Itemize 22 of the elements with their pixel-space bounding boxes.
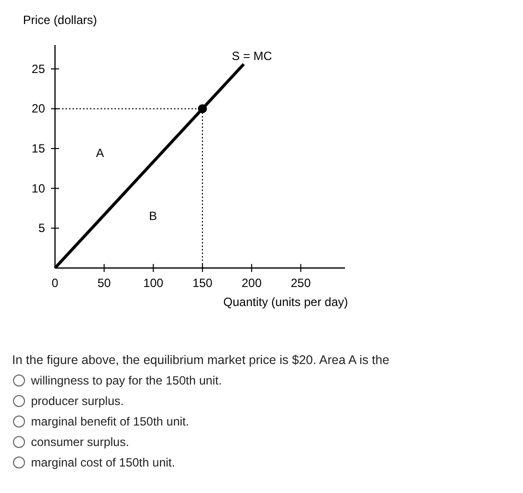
series-label: S = MC [232, 49, 272, 64]
annotation: A [96, 146, 104, 160]
x-tick-label: 0 [52, 276, 59, 290]
y-tick-label: 20 [32, 102, 46, 116]
y-tick-label: 5 [38, 221, 46, 236]
text: consumer surplus. [31, 435, 130, 449]
y-axis-title: Price (dollars) [23, 13, 98, 27]
text: willingness to pay for the 150th unit. [30, 374, 222, 388]
y-tick-label: 10 [32, 181, 46, 196]
y-tick-label: 25 [32, 62, 46, 76]
x-tick-label: 150 [192, 276, 213, 290]
text: marginal benefit of 150th unit. [31, 414, 190, 428]
x-axis-title: Quantity (units per day) [223, 295, 348, 309]
text: producer surplus. [31, 394, 124, 408]
x-tick-label: 50 [97, 276, 112, 290]
annotation: B [148, 209, 158, 223]
text: In the figure above, the equilibrium market price is $20. Area A is the [12, 353, 390, 367]
x-tick-label: 100 [143, 276, 164, 290]
text: marginal cost of 150th unit. [31, 456, 176, 470]
x-tick-label: 200 [242, 276, 262, 290]
y-tick-label: 15 [32, 142, 46, 156]
x-tick-label: 250 [290, 276, 312, 290]
